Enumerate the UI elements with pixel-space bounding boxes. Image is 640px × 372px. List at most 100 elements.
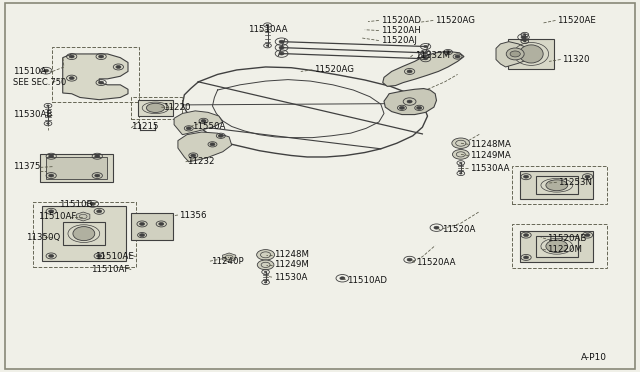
Circle shape xyxy=(210,143,215,146)
Circle shape xyxy=(340,277,345,280)
Text: 11510AE: 11510AE xyxy=(95,252,134,261)
Circle shape xyxy=(524,34,526,35)
Circle shape xyxy=(140,234,145,237)
Text: 11215: 11215 xyxy=(131,122,159,131)
Circle shape xyxy=(99,81,104,84)
Ellipse shape xyxy=(73,227,95,241)
Text: SEE SEC.750: SEE SEC.750 xyxy=(13,78,66,87)
Text: 11550A: 11550A xyxy=(192,122,225,131)
Circle shape xyxy=(279,52,284,55)
Circle shape xyxy=(279,40,284,43)
Circle shape xyxy=(424,58,428,60)
Text: 11232: 11232 xyxy=(187,157,214,166)
Text: A-P10: A-P10 xyxy=(580,353,607,362)
Polygon shape xyxy=(223,253,236,262)
Text: 11520AH: 11520AH xyxy=(381,26,420,35)
Circle shape xyxy=(97,254,102,257)
Text: 11350Q: 11350Q xyxy=(26,233,60,242)
FancyBboxPatch shape xyxy=(46,157,107,179)
Circle shape xyxy=(279,46,284,49)
Circle shape xyxy=(266,45,269,46)
Text: 11510AD: 11510AD xyxy=(347,276,387,285)
Circle shape xyxy=(266,24,269,26)
Circle shape xyxy=(510,51,520,57)
Circle shape xyxy=(585,234,590,237)
Circle shape xyxy=(455,55,460,58)
Text: 11520AA: 11520AA xyxy=(416,258,456,267)
Circle shape xyxy=(257,250,275,260)
FancyBboxPatch shape xyxy=(131,213,173,240)
Polygon shape xyxy=(174,111,223,135)
Circle shape xyxy=(445,51,451,54)
Ellipse shape xyxy=(506,48,524,60)
Circle shape xyxy=(524,234,529,237)
Circle shape xyxy=(524,256,529,259)
Circle shape xyxy=(407,258,412,261)
Text: 11520AE: 11520AE xyxy=(557,16,596,25)
Polygon shape xyxy=(383,51,464,86)
Polygon shape xyxy=(384,89,436,115)
Text: 11520AB: 11520AB xyxy=(547,234,587,243)
Circle shape xyxy=(257,260,274,270)
Circle shape xyxy=(452,138,470,148)
Circle shape xyxy=(47,123,49,124)
Polygon shape xyxy=(178,132,232,162)
FancyBboxPatch shape xyxy=(42,206,126,261)
Circle shape xyxy=(44,69,49,72)
Text: 11530A: 11530A xyxy=(274,273,307,282)
Ellipse shape xyxy=(546,180,568,191)
Circle shape xyxy=(49,155,54,158)
Text: 11248M: 11248M xyxy=(274,250,309,259)
Circle shape xyxy=(47,105,49,106)
Text: 11520AJ: 11520AJ xyxy=(381,36,417,45)
Circle shape xyxy=(69,77,74,80)
FancyBboxPatch shape xyxy=(40,154,113,182)
Circle shape xyxy=(460,162,462,164)
Text: 11220M: 11220M xyxy=(547,246,582,254)
Polygon shape xyxy=(77,212,90,221)
Text: 11248MA: 11248MA xyxy=(470,140,511,149)
Text: 11520AD: 11520AD xyxy=(381,16,421,25)
FancyBboxPatch shape xyxy=(508,39,554,68)
Text: 11320: 11320 xyxy=(562,55,589,64)
Circle shape xyxy=(218,134,223,137)
Text: 11240P: 11240P xyxy=(211,257,244,266)
Circle shape xyxy=(424,45,428,48)
Circle shape xyxy=(140,222,145,225)
Text: 11356: 11356 xyxy=(179,211,207,219)
Circle shape xyxy=(116,65,121,68)
FancyBboxPatch shape xyxy=(138,100,173,116)
FancyBboxPatch shape xyxy=(536,236,578,257)
FancyBboxPatch shape xyxy=(63,222,105,245)
Circle shape xyxy=(417,106,422,109)
FancyBboxPatch shape xyxy=(520,171,593,199)
Circle shape xyxy=(407,100,412,103)
Text: 11332M: 11332M xyxy=(415,51,450,60)
Circle shape xyxy=(159,222,164,225)
Circle shape xyxy=(97,210,102,213)
Circle shape xyxy=(99,55,104,58)
Text: 11510A: 11510A xyxy=(13,67,46,76)
Text: 11520AG: 11520AG xyxy=(314,65,354,74)
Circle shape xyxy=(69,55,74,58)
Text: 11253N: 11253N xyxy=(558,178,592,187)
Circle shape xyxy=(585,175,590,178)
Ellipse shape xyxy=(147,103,164,112)
Circle shape xyxy=(49,174,54,177)
Circle shape xyxy=(399,106,404,109)
Polygon shape xyxy=(496,42,531,67)
Ellipse shape xyxy=(546,240,568,253)
Circle shape xyxy=(452,150,469,159)
Circle shape xyxy=(460,173,462,174)
Text: 11510AF: 11510AF xyxy=(91,265,129,274)
Ellipse shape xyxy=(519,45,543,63)
Circle shape xyxy=(421,55,426,58)
Text: 11220: 11220 xyxy=(163,103,191,112)
Text: 11530AB: 11530AB xyxy=(13,110,52,119)
Text: 11530AA: 11530AA xyxy=(470,164,510,173)
Circle shape xyxy=(264,271,267,273)
Circle shape xyxy=(524,175,529,178)
Circle shape xyxy=(49,210,54,213)
FancyBboxPatch shape xyxy=(520,231,593,262)
Circle shape xyxy=(90,202,95,205)
